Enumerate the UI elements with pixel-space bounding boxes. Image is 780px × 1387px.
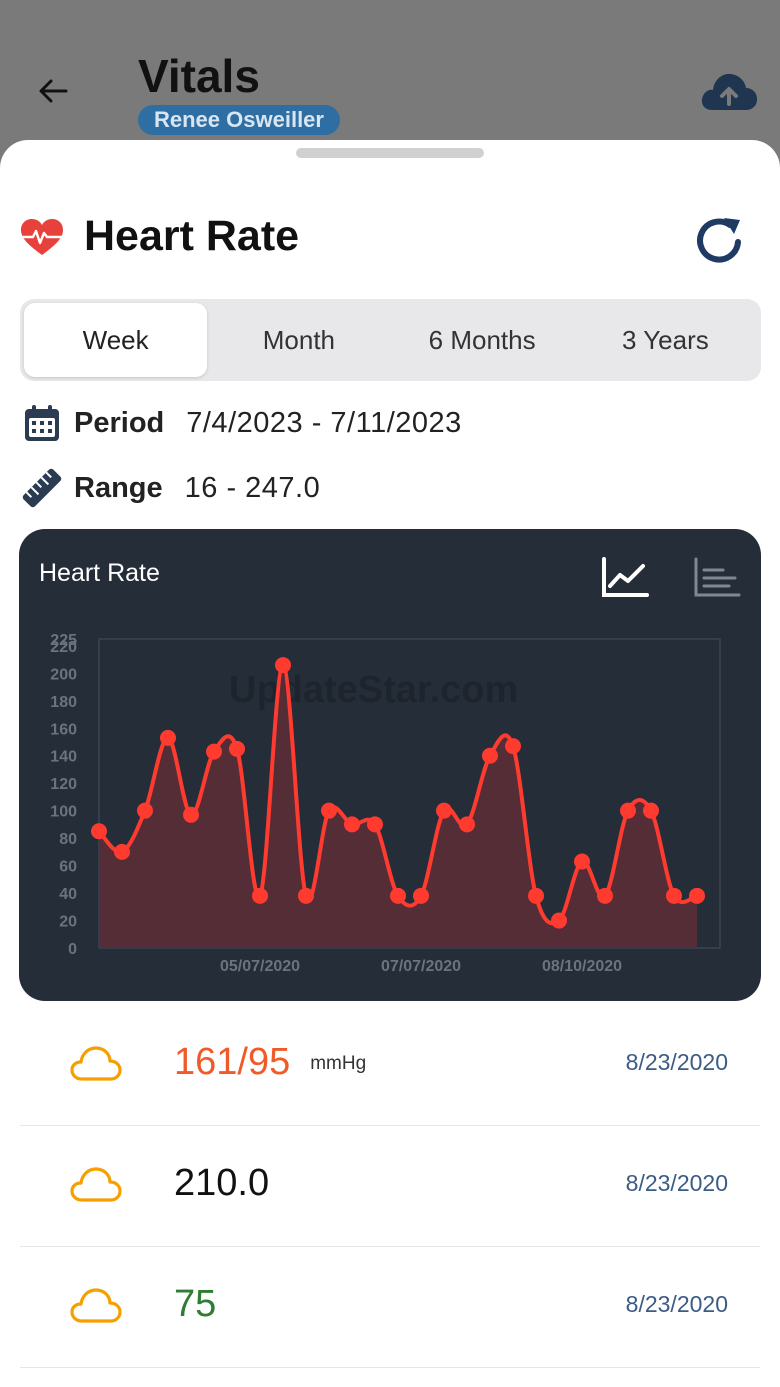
range-value: 16 - 247.0 [184, 471, 321, 504]
period-value: 7/4/2023 - 7/11/2023 [186, 406, 462, 439]
range-row: Range 16 - 247.0 [20, 465, 320, 511]
data-point [620, 802, 636, 819]
cloud-icon [70, 1046, 122, 1081]
reading-date: 8/23/2020 [625, 1291, 728, 1317]
data-point [344, 816, 360, 833]
cloud-upload-icon[interactable] [700, 70, 758, 112]
chart-title: Heart Rate [39, 559, 160, 587]
data-point [321, 802, 337, 819]
data-point [252, 887, 268, 904]
cloud-icon [70, 1288, 122, 1323]
data-point [137, 802, 153, 819]
bar-chart-icon[interactable] [691, 555, 743, 601]
data-point [275, 657, 291, 674]
data-point [666, 887, 682, 904]
tab-3-years[interactable]: 3 Years [622, 325, 709, 355]
range-label: Range [74, 471, 163, 504]
y-tick-label: 200 [50, 666, 77, 683]
data-point [206, 743, 222, 760]
heart-pulse-icon [21, 219, 63, 255]
reading-number: 75 [174, 1283, 217, 1325]
data-point [482, 747, 498, 764]
x-tick-label: 07/07/2020 [381, 958, 461, 975]
data-point [390, 887, 406, 904]
y-tick-label: 60 [59, 859, 77, 876]
series-area [99, 665, 697, 948]
y-tick-label: 220 [50, 639, 77, 656]
data-point [551, 912, 567, 929]
period-label: Period [74, 406, 165, 439]
data-point [229, 740, 245, 757]
y-tick-label: 100 [50, 804, 77, 821]
y-tick-label: 80 [59, 831, 77, 848]
cloud-icon [70, 1167, 122, 1202]
page-title: Vitals [138, 50, 260, 102]
back-arrow-icon[interactable] [36, 74, 70, 108]
x-tick-label: 05/07/2020 [220, 958, 300, 975]
reading-row[interactable]: 161/95 mmHg 8/23/2020 [20, 1005, 760, 1126]
data-point [91, 823, 107, 840]
reading-date: 8/23/2020 [625, 1049, 728, 1075]
data-point [183, 806, 199, 823]
data-point [689, 887, 705, 904]
reading-date: 8/23/2020 [625, 1170, 728, 1196]
app-bar: Vitals Renee Osweiller [0, 0, 780, 140]
reading-unit: mmHg [310, 1052, 367, 1074]
data-point [643, 802, 659, 819]
data-point [413, 887, 429, 904]
line-chart-icon[interactable] [599, 555, 651, 601]
data-point [597, 887, 613, 904]
calendar-icon [25, 405, 59, 441]
y-tick-label: 0 [68, 941, 77, 958]
reading-row[interactable]: 75 8/23/2020 [20, 1247, 760, 1368]
patient-name-badge: Renee Osweiller [138, 105, 340, 135]
data-point [459, 816, 475, 833]
reading-number: 161/95 [174, 1041, 291, 1083]
y-tick-label: 180 [50, 694, 77, 711]
tab-month[interactable]: Month [262, 325, 335, 355]
data-point [160, 729, 176, 746]
reading-row[interactable]: 210.0 8/23/2020 [20, 1126, 760, 1247]
reading-number: 210.0 [174, 1162, 270, 1204]
data-point [436, 802, 452, 819]
y-tick-label: 40 [59, 886, 77, 903]
tab-6-months[interactable]: 6 Months [428, 325, 536, 355]
sheet-drag-handle[interactable] [296, 148, 484, 158]
ruler-icon [22, 468, 62, 508]
heart-rate-chart-card: Heart Rate UpdateStar.com 0 20 40 60 80 100 12… [19, 529, 761, 1001]
bottom-sheet: Heart Rate Week Month 6 Months 3 Years P… [0, 140, 780, 1387]
y-tick-label: 120 [50, 776, 77, 793]
y-tick-label: 225 [50, 632, 77, 649]
reading-value: 75 [174, 1279, 236, 1331]
data-point [114, 843, 130, 860]
period-segmented-control: Week Month 6 Months 3 Years [20, 299, 761, 381]
data-point [505, 738, 521, 755]
reading-value: 210.0 [174, 1158, 289, 1210]
tab-week[interactable]: Week [24, 303, 208, 377]
reading-value: 161/95 mmHg [174, 1037, 366, 1089]
y-tick-label: 20 [59, 914, 77, 931]
data-point [367, 816, 383, 833]
refresh-icon[interactable] [694, 214, 746, 266]
data-point [528, 887, 544, 904]
period-row: Period 7/4/2023 - 7/11/2023 [20, 400, 462, 446]
section-title: Heart Rate [84, 212, 300, 260]
data-point [574, 853, 590, 870]
y-tick-label: 160 [50, 721, 77, 738]
x-tick-label: 08/10/2020 [542, 958, 622, 975]
data-point [298, 887, 314, 904]
y-tick-label: 140 [50, 749, 77, 766]
